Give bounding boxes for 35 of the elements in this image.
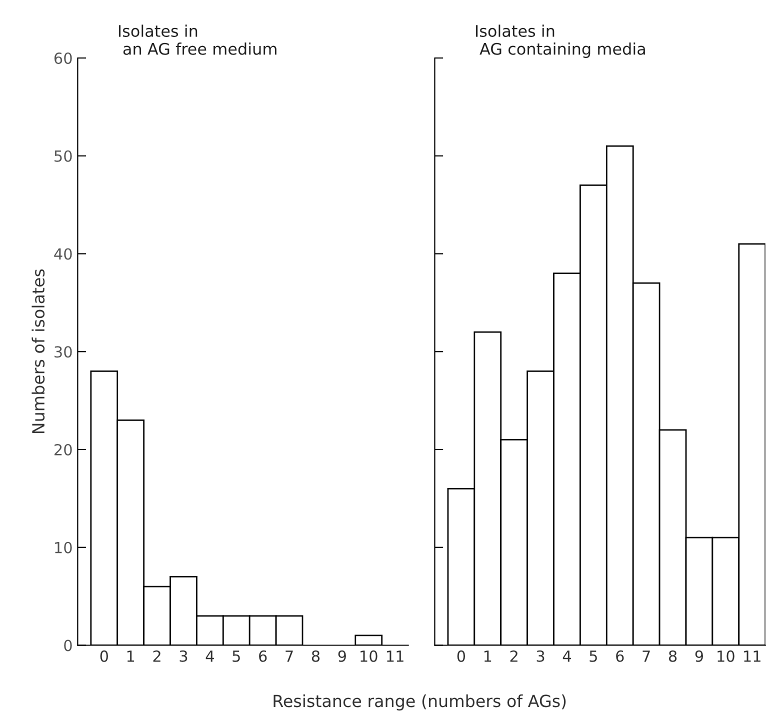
x-tick-label: 6 [616, 650, 624, 662]
x-tick-label: 2 [153, 650, 160, 662]
x-tick-label: 8 [668, 650, 677, 662]
y-tick-label: 40 [54, 248, 72, 260]
y-tick-label: 60 [54, 52, 72, 64]
x-tick-label: 1 [127, 650, 134, 662]
x-tick-label: 9 [338, 650, 346, 662]
x-tick-label: 10 [360, 650, 378, 662]
x-tick-label: 5 [232, 650, 240, 662]
y-tick-label: 20 [54, 444, 72, 456]
x-tick-label: 0 [457, 650, 466, 662]
x-tick-label: 10 [718, 650, 734, 662]
x-tick-label: 2 [510, 650, 518, 662]
y-tick-label: 0 [64, 640, 72, 652]
x-tick-label: 4 [206, 650, 214, 662]
x-axis-title: Resistance range (numbers of AGs) [274, 694, 566, 710]
y-tick-label: 50 [54, 150, 72, 162]
x-tick-label: 8 [312, 650, 320, 662]
x-tick-label: 5 [590, 650, 597, 662]
x-tick-label: 9 [695, 650, 704, 662]
x-tick-label: 3 [536, 650, 544, 662]
chart-title: Isolates in an AG free medium [118, 24, 276, 55]
x-tick-label: 11 [744, 650, 760, 662]
x-tick-label: 6 [259, 650, 267, 662]
x-tick-label: 4 [562, 650, 571, 662]
chart-title: Isolates in AG containing media [476, 24, 645, 58]
x-tick-label: 11 [387, 650, 404, 662]
x-tick-label: 1 [484, 650, 492, 662]
y-axis-title: Numbers of isolates [32, 269, 45, 434]
x-tick-label: 0 [100, 650, 108, 662]
x-tick-label: 3 [180, 650, 188, 662]
y-tick-label: 30 [54, 346, 72, 358]
y-tick-label: 10 [55, 542, 72, 554]
x-tick-label: 7 [286, 650, 293, 662]
x-tick-label: 7 [642, 650, 650, 662]
